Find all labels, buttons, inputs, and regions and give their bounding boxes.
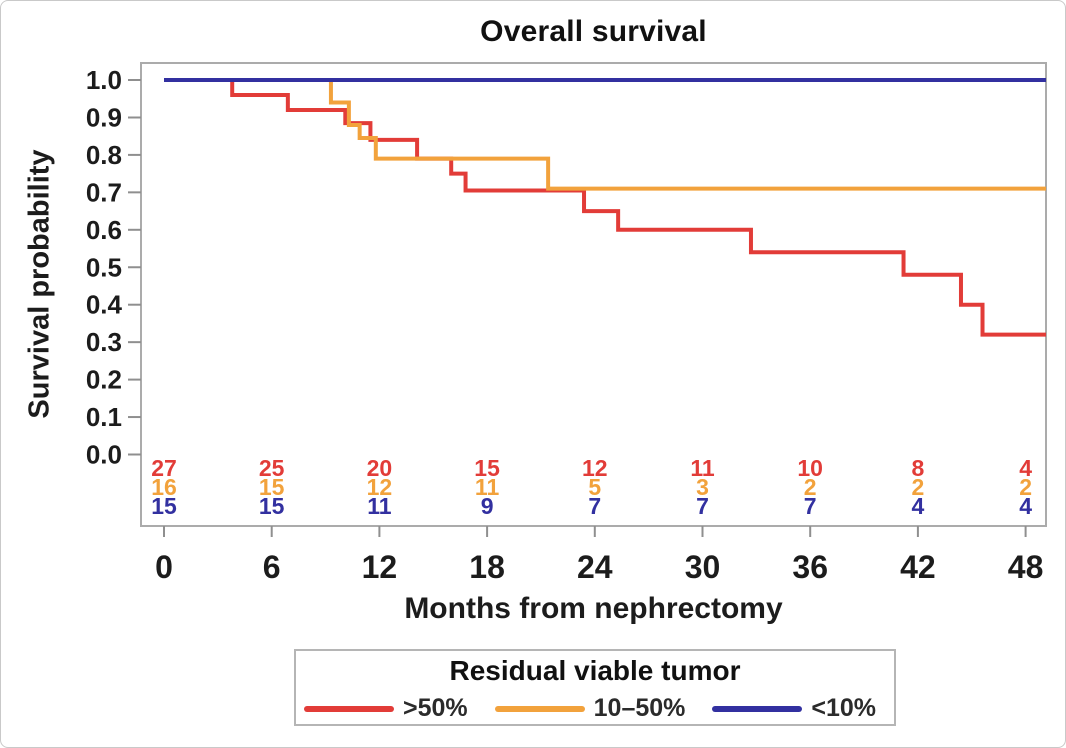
- legend-swatch-lt10-line-icon: [712, 705, 803, 712]
- legend-label-10-50: 10–50%: [593, 694, 686, 722]
- at-risk-count: 2: [804, 474, 817, 500]
- survival-curve-10-50: [164, 78, 1046, 191]
- at-risk-count: 4: [1019, 455, 1032, 481]
- at-risk-count: 9: [481, 493, 494, 519]
- legend-swatch-10-50-line-icon: [494, 705, 585, 712]
- plot-area: [140, 62, 1047, 527]
- legend-row: >50% 10–50% <10%: [296, 694, 894, 723]
- at-risk-count: 7: [588, 493, 601, 519]
- y-tick-label: 1.0: [86, 65, 122, 95]
- at-risk-count: 11: [367, 493, 392, 519]
- x-axis-title: Months from nephrectomy: [404, 592, 783, 625]
- y-tick-label: 0.4: [86, 290, 123, 320]
- x-tick-label: 48: [1008, 549, 1044, 585]
- x-tick-label: 6: [263, 549, 281, 585]
- x-tick-label: 36: [792, 549, 828, 585]
- y-tick-label: 0.0: [86, 440, 122, 470]
- legend-title: Residual viable tumor: [449, 655, 741, 686]
- at-risk-count: 2: [912, 474, 925, 500]
- at-risk-count: 12: [582, 455, 608, 481]
- at-risk-count: 7: [804, 493, 817, 519]
- at-risk-count: 20: [367, 455, 393, 481]
- x-tick-label: 18: [469, 549, 505, 585]
- at-risk-count: 15: [474, 455, 500, 481]
- chart-title: Overall survival: [480, 15, 707, 48]
- legend-box: Residual viable tumor >50% 10–50% <10%: [294, 649, 896, 726]
- at-risk-count: 25: [259, 455, 285, 481]
- at-risk-count: 16: [151, 474, 177, 500]
- at-risk-count: 4: [912, 493, 925, 519]
- at-risk-count: 8: [912, 455, 925, 481]
- at-risk-count: 5: [588, 474, 601, 500]
- at-risk-count: 12: [367, 474, 393, 500]
- legend-label-gt50: >50%: [403, 694, 468, 722]
- at-risk-count: 15: [259, 493, 285, 519]
- y-tick-label: 0.6: [86, 215, 122, 245]
- at-risk-count: 11: [690, 455, 715, 481]
- at-risk-count: 15: [151, 493, 177, 519]
- y-tick-label: 0.7: [86, 177, 122, 207]
- y-tick-label: 0.1: [86, 402, 122, 432]
- y-axis-title: Survival probability: [23, 149, 56, 419]
- x-tick-label: 12: [362, 549, 398, 585]
- at-risk-count: 4: [1019, 493, 1032, 519]
- x-tick-label: 30: [685, 549, 721, 585]
- at-risk-count: 2: [1019, 474, 1032, 500]
- survival-curve-gt50: [164, 78, 1046, 337]
- at-risk-count: 3: [696, 474, 709, 500]
- at-risk-count: 7: [696, 493, 709, 519]
- at-risk-count: 11: [475, 474, 500, 500]
- x-tick-label: 24: [577, 549, 613, 585]
- y-tick-label: 0.9: [86, 102, 122, 132]
- x-tick-label: 42: [900, 549, 936, 585]
- y-tick-label: 0.2: [86, 365, 122, 395]
- y-tick-label: 0.5: [86, 252, 122, 282]
- at-risk-count: 27: [151, 455, 177, 481]
- x-tick-label: 0: [155, 549, 173, 585]
- legend-swatch-gt50-line-icon: [304, 705, 394, 712]
- y-tick-label: 0.8: [86, 140, 122, 170]
- at-risk-count: 15: [259, 474, 285, 500]
- legend-label-lt10: <10%: [811, 694, 877, 722]
- y-tick-label: 0.3: [86, 327, 122, 357]
- at-risk-count: 10: [797, 455, 823, 481]
